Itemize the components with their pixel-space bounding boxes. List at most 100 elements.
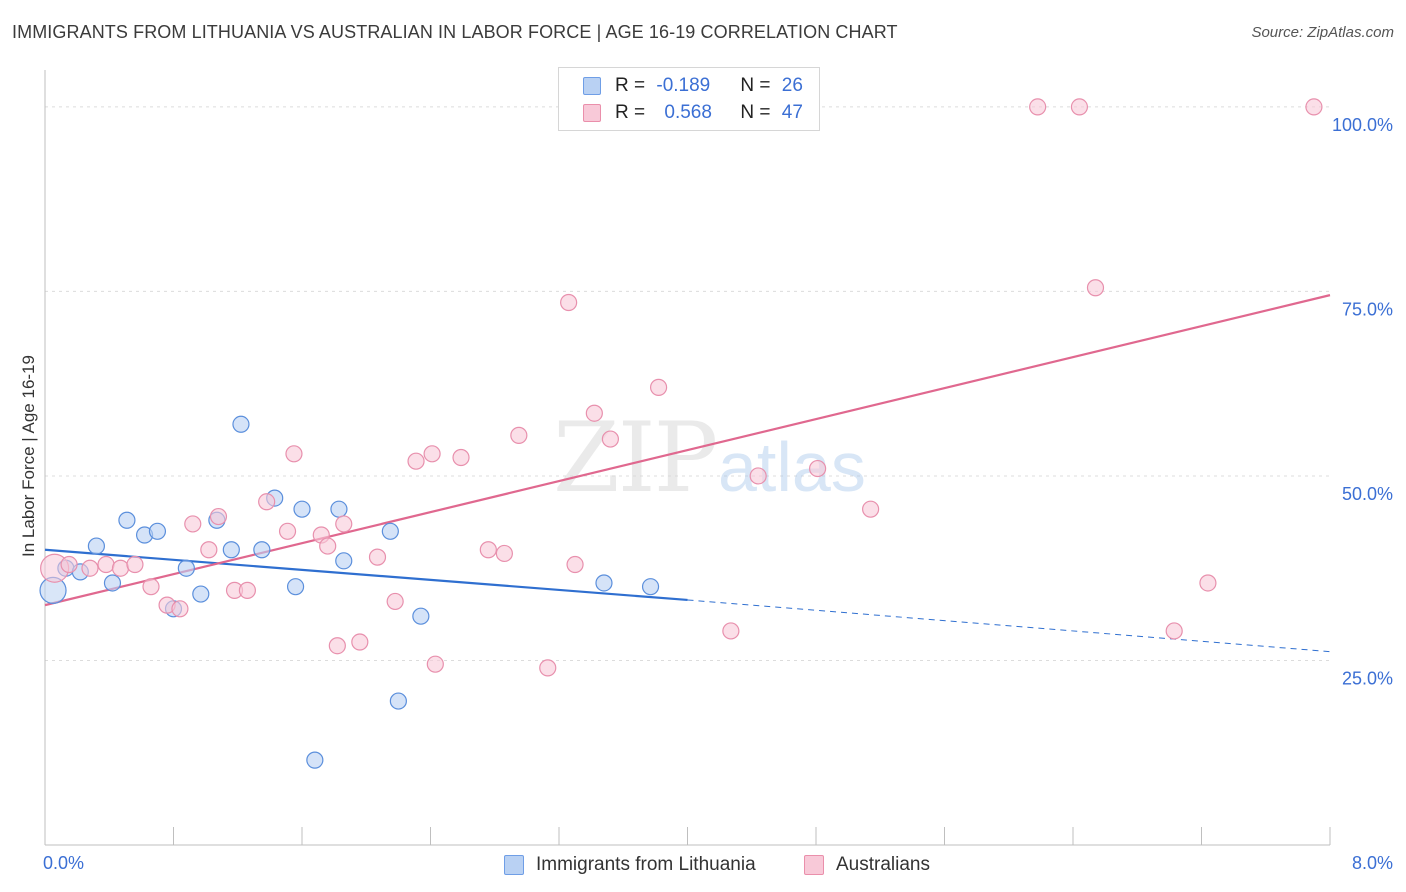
legend-row-australians: R = 0.568 N = 47 xyxy=(583,100,803,126)
australians-point xyxy=(1029,98,1047,116)
australians-point xyxy=(81,559,99,577)
australians-point xyxy=(649,378,668,396)
lithuania-trendline xyxy=(44,548,688,602)
australians-point xyxy=(200,541,218,559)
legend-swatch-pink xyxy=(583,104,601,122)
legend-r-value: -0.189 xyxy=(656,75,711,96)
lithuania-point xyxy=(222,541,240,559)
australians-point xyxy=(111,559,130,577)
lithuania-point xyxy=(381,522,399,540)
australians-point xyxy=(60,555,78,574)
lithuania-point xyxy=(595,574,613,592)
legend-r-label: R = xyxy=(615,75,651,96)
australians-point xyxy=(386,592,404,611)
lithuania-point xyxy=(306,751,324,769)
y-tick-label: 75.0% xyxy=(1342,299,1393,319)
stats-legend: R = -0.189 N = 26 R = 0.568 N = 47 xyxy=(558,67,820,131)
lithuania-point xyxy=(87,537,106,555)
lithuania-point xyxy=(293,500,311,518)
australians-point xyxy=(510,426,528,444)
source-credit: Source: ZipAtlas.com xyxy=(1251,24,1394,41)
lithuania-point xyxy=(389,692,407,710)
australians-point xyxy=(560,293,578,312)
australians-point xyxy=(285,445,303,463)
australians-point xyxy=(495,544,513,563)
legend-r-value: 0.568 xyxy=(664,102,712,123)
australians-point xyxy=(97,555,115,574)
australians-point xyxy=(328,637,346,655)
data-points xyxy=(39,98,1323,769)
australians-point xyxy=(566,555,584,574)
bottom-legend-australians: Australians xyxy=(804,852,930,878)
legend-swatch-blue xyxy=(583,77,601,95)
australians-point xyxy=(1070,98,1089,116)
tick-labels: 25.0% 50.0% 75.0% 100.0% 0.0% 8.0% xyxy=(43,115,1393,873)
lithuania-point xyxy=(192,585,210,603)
bottom-legend-label: Immigrants from Lithuania xyxy=(536,854,756,875)
australians-point xyxy=(1165,622,1183,640)
lithuania-point xyxy=(253,541,271,559)
y-tick-label: 25.0% xyxy=(1342,668,1393,688)
y-axis-label: In Labor Force | Age 16-19 xyxy=(19,355,38,557)
watermark-zip: ZIP xyxy=(553,402,716,514)
australians-point xyxy=(407,452,425,470)
lithuania-point xyxy=(335,552,353,570)
legend-n-label: N = xyxy=(740,75,776,96)
australians-point xyxy=(209,507,228,526)
gridlines xyxy=(45,106,1330,661)
australians-point xyxy=(126,555,144,574)
y-tick-label: 100.0% xyxy=(1332,115,1393,135)
bottom-legend-swatch-pink xyxy=(804,855,824,875)
legend-n-value: 47 xyxy=(781,102,803,123)
australians-point xyxy=(278,522,297,540)
lithuania-point xyxy=(148,522,167,540)
axes xyxy=(44,70,1331,846)
x-tick-label: 0.0% xyxy=(43,853,84,873)
legend-n-value: 26 xyxy=(781,75,803,96)
lithuania-point xyxy=(412,607,430,625)
australians-point xyxy=(319,537,337,555)
y-tick-label: 50.0% xyxy=(1342,484,1393,504)
bottom-legend-label: Australians xyxy=(836,854,930,875)
legend-row-lithuania: R = -0.189 N = 26 xyxy=(583,73,803,99)
australians-point xyxy=(142,578,160,596)
australians-point xyxy=(351,633,369,651)
lithuania-point xyxy=(103,574,122,592)
australians-point xyxy=(258,493,276,511)
australians-point xyxy=(601,430,620,448)
australians-point xyxy=(368,548,387,566)
australians-point xyxy=(426,655,444,673)
bottom-legend-swatch-blue xyxy=(504,855,524,875)
watermark-atlas: atlas xyxy=(718,428,866,506)
x-tick-label: 8.0% xyxy=(1352,853,1393,873)
australians-point xyxy=(184,515,202,533)
lithuania-point xyxy=(286,578,305,596)
australians-point xyxy=(749,467,767,485)
australians-point xyxy=(171,600,189,618)
legend-r-label: R = xyxy=(615,102,651,123)
lithuania-point xyxy=(232,415,250,433)
lithuania-point xyxy=(641,578,660,596)
lithuania-trendline-extension xyxy=(687,599,1331,653)
watermark: ZIP atlas xyxy=(553,402,866,514)
australians-point xyxy=(1086,279,1105,297)
australians-point xyxy=(809,459,827,478)
lithuania-point xyxy=(330,500,348,518)
australians-point xyxy=(1199,574,1217,592)
australians-trendline xyxy=(44,294,1331,607)
legend-n-label: N = xyxy=(740,102,776,123)
lithuania-point xyxy=(177,559,195,577)
australians-point xyxy=(1305,98,1323,116)
australians-point xyxy=(238,581,256,599)
australians-point xyxy=(585,404,603,422)
australians-point xyxy=(452,448,470,467)
australians-point xyxy=(479,541,497,559)
australians-point xyxy=(335,515,353,533)
australians-point xyxy=(539,659,557,677)
lithuania-point xyxy=(118,511,136,529)
australians-point xyxy=(862,500,880,518)
bottom-legend-lithuania: Immigrants from Lithuania xyxy=(504,852,756,878)
chart-title: IMMIGRANTS FROM LITHUANIA VS AUSTRALIAN … xyxy=(12,22,898,42)
australians-point xyxy=(722,622,740,640)
